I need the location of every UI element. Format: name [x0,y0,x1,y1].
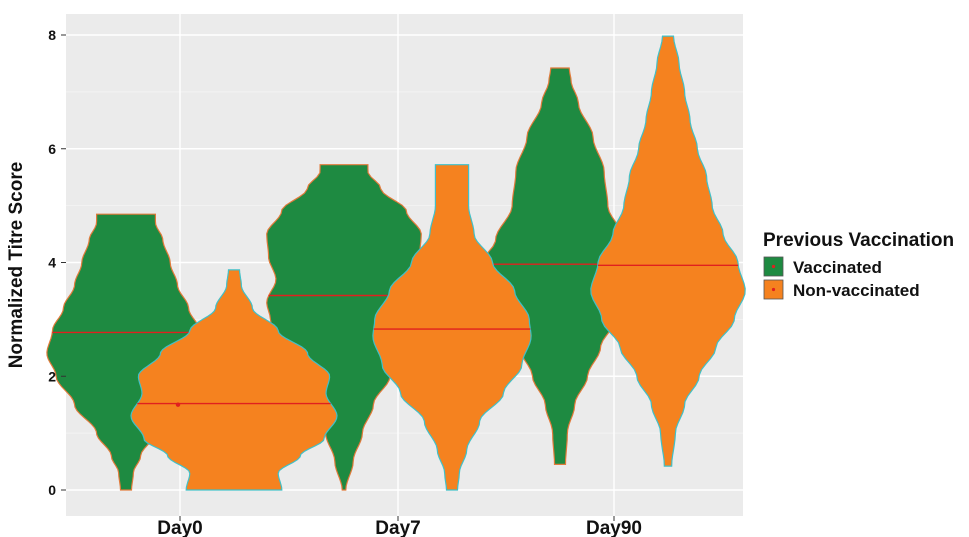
y-tick-label: 6 [48,141,56,157]
x-axis: Day0 Day7 Day90 [157,516,642,537]
y-tick-label: 4 [48,255,56,271]
legend-title: Previous Vaccination [763,230,954,251]
y-tick-label: 0 [48,482,56,498]
y-tick-label: 8 [48,27,56,43]
x-tick-label-day0: Day0 [157,518,202,537]
violin-non-vaccinated-day0 [130,269,338,491]
y-tick-label: 2 [48,368,56,384]
legend-label-non-vaccinated: Non-vaccinated [793,281,920,300]
legend-swatch-dot [771,264,776,269]
y-axis: 0 2 4 6 8 [48,27,66,498]
violins-layer [46,35,746,491]
legend-label-vaccinated: Vaccinated [793,258,882,277]
violin-non-vaccinated-day7 [372,164,532,491]
x-tick-label-day90: Day90 [586,518,642,537]
violin-non-vaccinated-day90 [590,35,746,467]
median-point [175,402,181,407]
y-axis-title: Normalized Titre Score [6,162,27,369]
legend: Previous Vaccination Vaccinated Non-vacci… [763,230,954,300]
legend-swatch-dot [771,287,776,292]
x-tick-label-day7: Day7 [375,518,420,537]
